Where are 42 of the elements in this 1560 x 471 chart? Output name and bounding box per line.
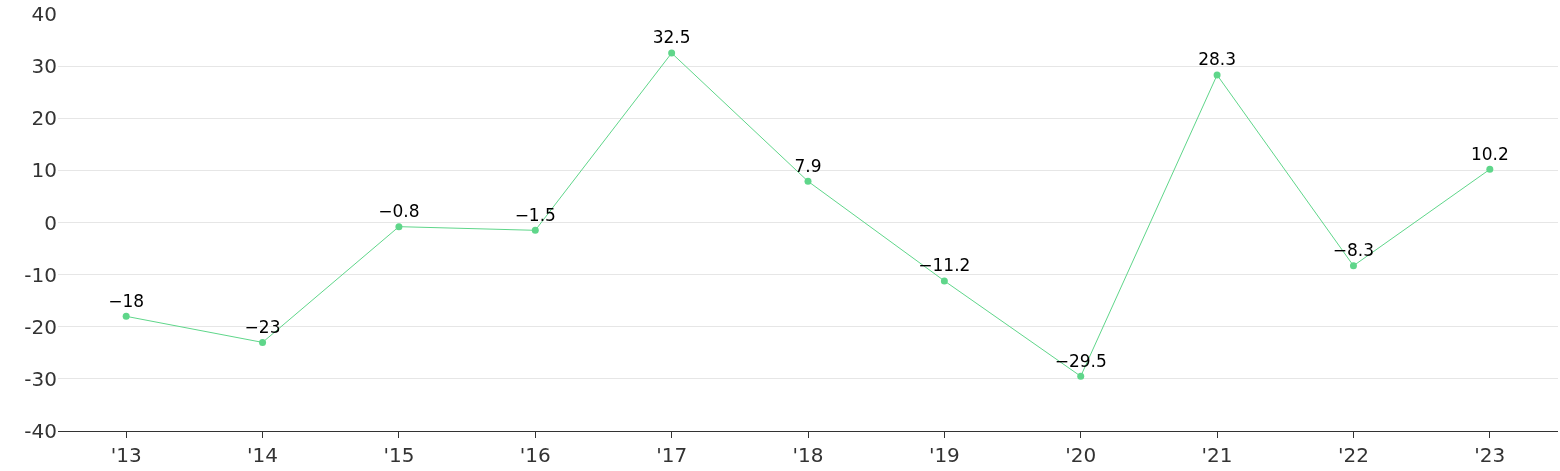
x-tick-label: '16 (519, 443, 551, 467)
x-tick-label: '20 (1065, 443, 1097, 467)
y-tick-label: -40 (24, 419, 57, 443)
point (395, 223, 403, 231)
point (668, 49, 676, 57)
point (122, 312, 130, 320)
point (1486, 165, 1494, 173)
data-label: −8.3 (1332, 240, 1375, 261)
point (1213, 71, 1221, 79)
x-tick-label: '22 (1337, 443, 1369, 467)
point (531, 226, 539, 234)
data-label: −29.5 (1054, 350, 1107, 371)
point (940, 277, 948, 285)
x-tick-label: '15 (383, 443, 415, 467)
data-label: −1.5 (514, 204, 556, 225)
y-tick-label: -10 (24, 262, 57, 287)
data-label: −11.2 (918, 255, 971, 276)
y-tick-label: 0 (44, 210, 57, 235)
x-tick-label: '18 (792, 443, 824, 467)
point (804, 177, 812, 185)
x-tick-label: '19 (928, 443, 960, 467)
data-label: −23 (244, 316, 281, 337)
point (1077, 372, 1085, 380)
point (259, 338, 267, 346)
x-tick-label: '23 (1474, 443, 1506, 467)
x-tick-label: '17 (656, 443, 688, 467)
data-label: 10.2 (1470, 143, 1509, 164)
y-tick-label: 10 (31, 158, 57, 183)
data-label: −0.8 (378, 201, 420, 222)
y-tick-label: 30 (31, 54, 57, 79)
x-tick-label: '14 (247, 443, 279, 467)
data-label: 28.3 (1198, 49, 1237, 70)
x-tick-label: '13 (110, 443, 142, 467)
y-tick-label: -20 (24, 314, 57, 339)
y-tick-label: -30 (24, 366, 57, 391)
y-tick-label: 40 (31, 2, 57, 26)
data-label: −18 (108, 290, 145, 311)
point (1349, 262, 1357, 270)
y-tick-label: 20 (31, 106, 57, 131)
x-tick-label: '21 (1201, 443, 1233, 467)
data-label: 32.5 (652, 27, 691, 48)
data-label: 7.9 (794, 155, 822, 176)
